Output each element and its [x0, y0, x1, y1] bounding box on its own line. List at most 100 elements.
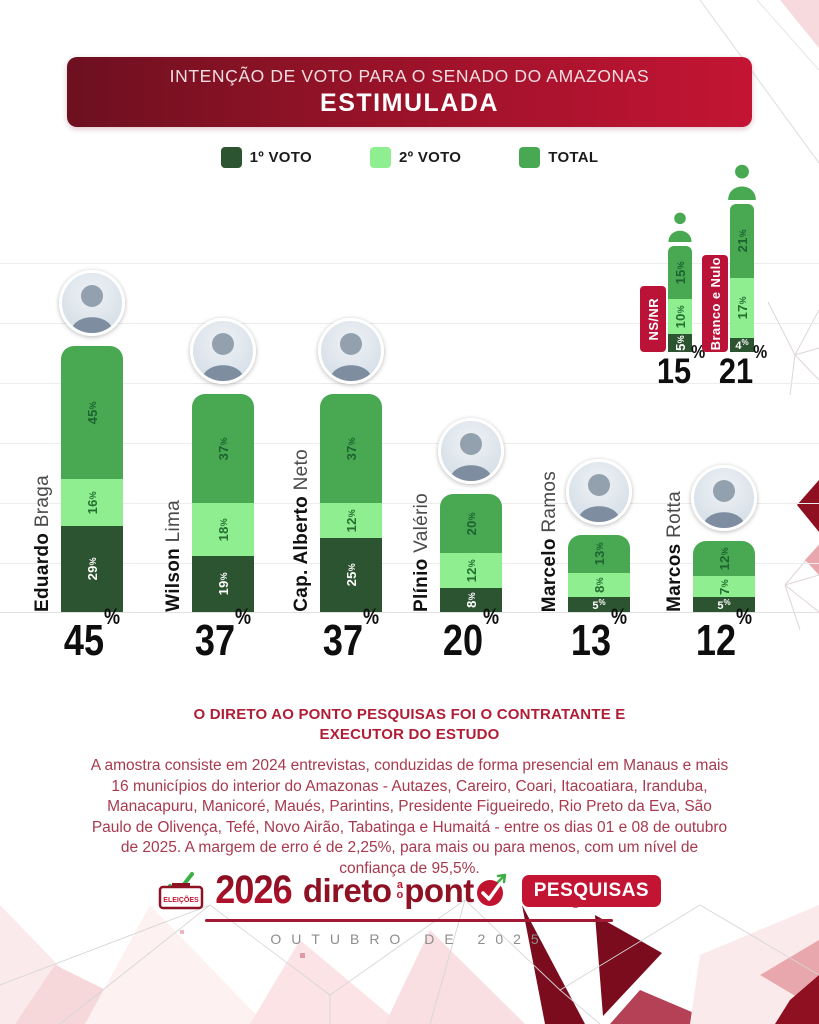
bar-segment: 25%: [320, 538, 382, 612]
ballot-box-icon: ELEIÇÕES: [158, 871, 204, 909]
segment-value-label: 12%: [343, 508, 359, 533]
grid-line: [0, 383, 819, 384]
segment-value-label: 20%: [463, 511, 479, 536]
bar-segment: 18%: [192, 503, 254, 556]
person-icon: [724, 164, 760, 205]
title-banner: INTENÇÃO DE VOTO PARA O SENADO DO AMAZON…: [67, 57, 752, 127]
segment-value-label: 18%: [215, 517, 231, 542]
person-photo-placeholder: [450, 433, 492, 481]
segment-value-label: 12%: [716, 546, 732, 571]
legend-swatch-voto2: [369, 147, 391, 168]
candidate-bar: 37% 18% 19%: [192, 394, 254, 612]
poll-subtitle: ESTIMULADA: [320, 89, 499, 117]
candidate-photo: [190, 318, 256, 384]
grid-line: [0, 503, 819, 504]
bar-segment: 8%: [568, 573, 630, 597]
segment-value-label: 37%: [343, 436, 359, 461]
bar-segment: 20%: [440, 494, 502, 553]
person-photo-placeholder: [703, 480, 745, 528]
brand-word-direto: direto: [302, 871, 392, 909]
bar-segment: 10%: [668, 299, 692, 334]
candidate-name: Marcos Rotta: [664, 491, 685, 612]
chart-baseline: [0, 612, 819, 613]
methodology-body: A amostra consiste em 2024 entrevistas, …: [90, 757, 729, 878]
grid-line: [0, 443, 819, 444]
candidate-photo: [438, 418, 504, 484]
check-circle-icon: [476, 873, 506, 906]
other-bar: 15% 10% 5%: [668, 246, 692, 352]
person-photo-placeholder: [330, 333, 372, 381]
brand-word-ponto: pont: [404, 871, 474, 909]
candidate-name: Marcelo Ramos: [539, 470, 560, 612]
candidate-name: Wilson Lima: [163, 500, 184, 612]
candidate-photo: [59, 270, 125, 336]
legend-label-voto1: 1º VOTO: [249, 149, 312, 166]
segment-value-label: 7%: [716, 578, 732, 595]
bar-segment: 12%: [320, 503, 382, 538]
grid-line: [0, 323, 819, 324]
brand-ao-top: a: [396, 878, 403, 891]
candidate-total: 37%: [194, 604, 252, 665]
bar-segment: 7%: [693, 576, 755, 597]
bar-segment: 37%: [192, 394, 254, 503]
candidate-total: 12%: [695, 604, 753, 665]
other-total: 15%: [656, 342, 706, 391]
bar-segment: 13%: [568, 535, 630, 573]
category-chip-label: Branco e Nulo: [707, 256, 723, 351]
candidate-bar: 13% 8% 5%: [568, 535, 630, 612]
bar-segment: 21%: [730, 204, 754, 278]
person-icon: [665, 212, 695, 247]
bar-segment: 29%: [61, 526, 123, 612]
candidate-name: Cap. Alberto Neto: [291, 449, 312, 612]
segment-value-label: 15%: [672, 260, 688, 285]
other-total: 21%: [718, 342, 768, 391]
grid-line: [0, 563, 819, 564]
segment-value-label: 45%: [84, 400, 100, 425]
segment-value-label: 8%: [591, 577, 607, 593]
segment-value-label: 29%: [84, 557, 100, 581]
candidate-bar: 37% 12% 25%: [320, 394, 382, 612]
candidate-bar: 45% 16% 29%: [61, 346, 123, 612]
brand-logo: ELEIÇÕES 2026 direto a o pont PESQUISAS: [0, 868, 819, 913]
legend-item-total: TOTAL: [519, 147, 598, 168]
person-photo-placeholder: [71, 285, 113, 333]
legend-item-voto2: 2º VOTO: [369, 147, 461, 168]
brand-word-ao: a o: [396, 878, 404, 901]
brand-year: 2026: [215, 868, 292, 912]
candidate-photo: [318, 318, 384, 384]
candidate-bar: 12% 7% 5%: [693, 541, 755, 612]
brand-ao-bottom: o: [396, 888, 404, 901]
legend: 1º VOTO 2º VOTO TOTAL: [0, 147, 819, 168]
segment-value-label: 16%: [84, 490, 100, 515]
segment-value-label: 12%: [463, 558, 479, 583]
candidate-total: 45%: [63, 604, 121, 665]
segment-value-label: 25%: [343, 563, 359, 587]
bar-segment: 45%: [61, 346, 123, 479]
brand-badge-pesquisas: PESQUISAS: [521, 874, 662, 907]
segment-value-label: 4%: [735, 338, 749, 352]
methodology-heading: O DIRETO AO PONTO PESQUISAS FOI O CONTRA…: [193, 706, 626, 743]
bar-segment: 8%: [440, 588, 502, 612]
bar-segment: 5%: [668, 334, 692, 352]
segment-value-label: 19%: [215, 572, 231, 596]
segment-value-label: 21%: [734, 229, 750, 253]
candidate-bar: 20% 12% 8%: [440, 494, 502, 612]
segment-value-label: 13%: [591, 542, 607, 566]
bar-segment: 15%: [668, 246, 692, 299]
bar-segment: 5%: [693, 597, 755, 612]
segment-value-label: 10%: [672, 304, 688, 329]
other-bar: 21% 17% 4%: [730, 204, 754, 352]
segment-value-label: 5%: [672, 335, 688, 351]
candidate-name: Plínio Valério: [411, 493, 432, 612]
candidate-total: 20%: [442, 604, 500, 665]
candidate-total: 13%: [570, 604, 628, 665]
footer-divider: [205, 919, 613, 922]
bar-segment: 19%: [192, 556, 254, 612]
bar-segment: 17%: [730, 278, 754, 338]
category-chip: Branco e Nulo: [702, 255, 728, 352]
legend-swatch-total: [519, 147, 541, 168]
footer-date: OUTUBRO DE 2025: [270, 931, 549, 947]
category-chip: NS/NR: [640, 286, 666, 352]
